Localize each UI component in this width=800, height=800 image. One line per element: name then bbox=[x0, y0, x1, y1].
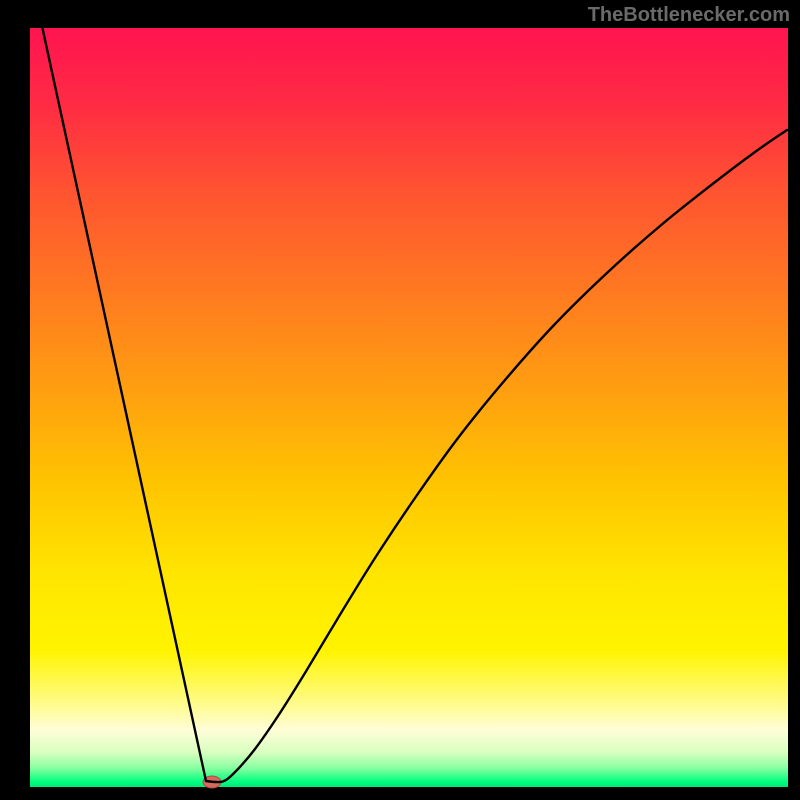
plot-background bbox=[30, 28, 788, 787]
chart-svg bbox=[0, 0, 800, 800]
bottleneck-chart: TheBottlenecker.com bbox=[0, 0, 800, 800]
